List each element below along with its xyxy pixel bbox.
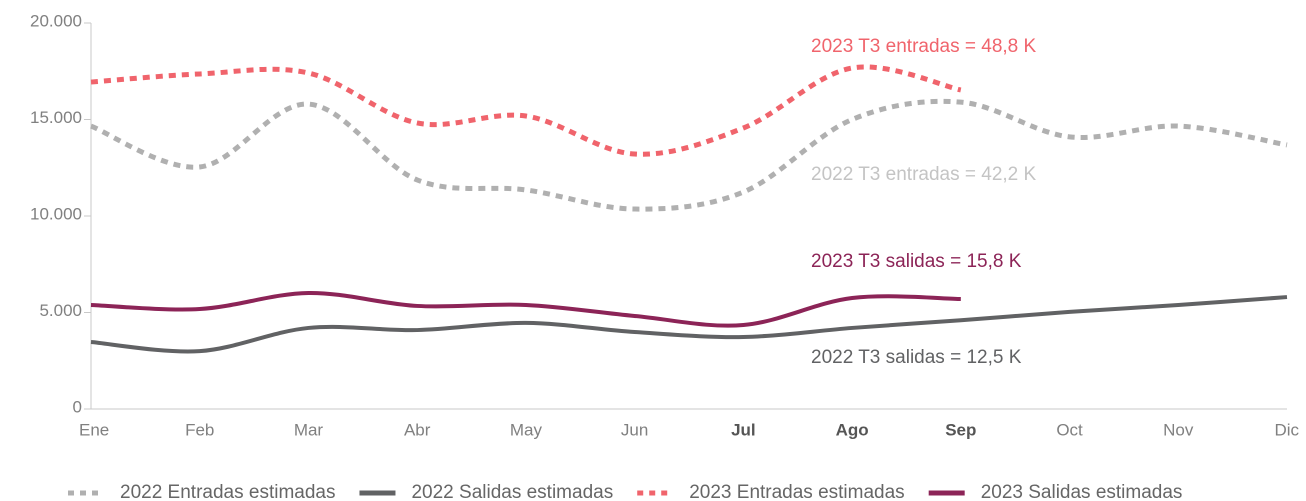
y-tick-label: 5.000 [39, 301, 82, 320]
series-line [90, 98, 1288, 212]
legend-label: 2023 Entradas estimadas [689, 482, 904, 501]
x-tick-label: Ene [79, 420, 109, 439]
x-tick-label: Feb [185, 420, 214, 439]
annotation: 2023 T3 salidas = 15,8 K [811, 251, 1022, 272]
series-line [90, 295, 1288, 354]
x-tick-label: Dic [1274, 420, 1299, 439]
y-tick-label: 20.000 [30, 11, 82, 30]
legend-item: 2023 Entradas estimadas [637, 482, 905, 501]
y-tick-label: 15.000 [30, 108, 82, 127]
legend-label: 2023 Salidas estimadas [981, 482, 1183, 501]
x-tick-label: Jun [621, 420, 648, 439]
y-tick-label: 10.000 [30, 204, 82, 223]
x-tick-label: Abr [404, 420, 431, 439]
x-tick-label: Oct [1056, 420, 1083, 439]
annotation: 2022 T3 entradas = 42,2 K [811, 164, 1037, 185]
y-tick-label: 0 [73, 397, 82, 416]
legend-item: 2022 Entradas estimadas [68, 482, 335, 501]
x-tick-label: Mar [294, 420, 324, 439]
x-tick-label: Nov [1163, 420, 1194, 439]
x-tick-label: Ago [836, 420, 869, 439]
annotation: 2022 T3 salidas = 12,5 K [811, 347, 1022, 368]
series-line [90, 291, 961, 328]
x-tick-label: Jul [731, 420, 756, 439]
annotation: 2023 T3 entradas = 48,8 K [811, 36, 1037, 57]
legend-label: 2022 Salidas estimadas [411, 482, 613, 501]
x-tick-label: May [510, 420, 543, 439]
legend-item: 2022 Salidas estimadas [359, 482, 613, 501]
series-line [90, 64, 962, 157]
legend-item: 2023 Salidas estimadas [928, 482, 1183, 501]
legend-label: 2022 Entradas estimadas [120, 482, 335, 501]
x-tick-label: Sep [945, 420, 976, 439]
